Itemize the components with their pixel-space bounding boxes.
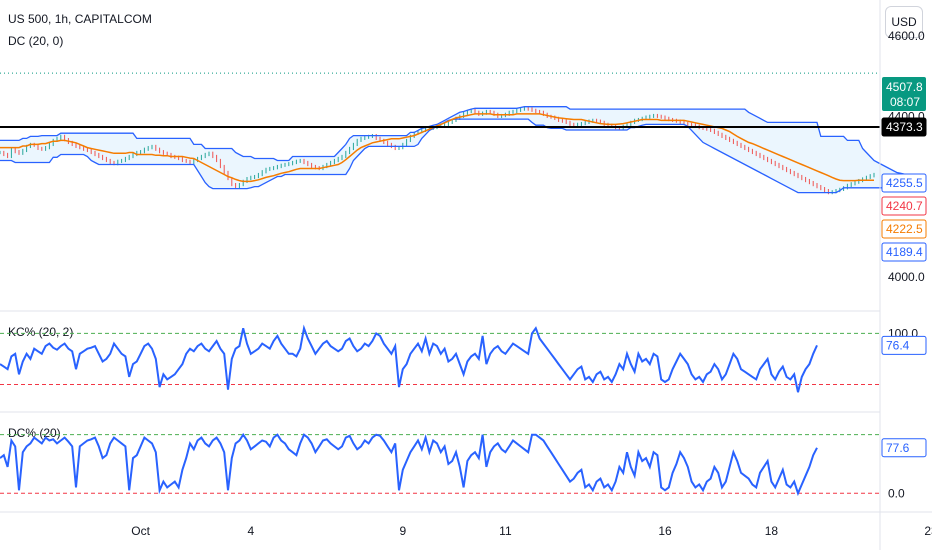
dc-pane[interactable]: [0, 432, 880, 497]
middle-band-badge-bg: [881, 196, 927, 216]
price-tick-label: 4600.0: [888, 29, 925, 43]
upper-band-badge: 4255.5: [881, 173, 927, 193]
hline-badge-bg: [881, 117, 927, 137]
middle-band-badge: 4240.7: [881, 196, 927, 216]
time-tick-label: 16: [658, 524, 672, 538]
lower-band-badge-bg: [881, 242, 927, 262]
last-price-value: 4507.8: [886, 80, 923, 94]
kc-value-badge-text: 76.4: [886, 338, 910, 352]
currency-button[interactable]: USD: [885, 6, 923, 38]
dc-value-badge-text: 77.6: [886, 441, 910, 455]
kc-value-badge: 76.4: [881, 335, 927, 355]
price-tick-label: 4000.0: [888, 270, 925, 284]
time-tick-label: Oct: [131, 524, 150, 538]
middle-band-badge-text: 4240.7: [886, 199, 923, 213]
dc-percent-line: [0, 432, 818, 497]
kc-pane[interactable]: [0, 324, 880, 393]
kc-indicator-legend[interactable]: KC% (20, 2): [8, 325, 74, 339]
dcp-indicator-legend[interactable]: DC% (20): [8, 426, 61, 440]
time-tick-label: 11: [499, 524, 512, 538]
lower-band-badge-text: 4189.4: [886, 245, 923, 259]
lower-band-badge: 4189.4: [881, 242, 927, 262]
lower-upper-badge: 4222.5: [881, 219, 927, 239]
dc-value-badge: 77.6: [881, 438, 927, 458]
dc-tick-label: 0.0: [888, 486, 905, 500]
upper-band-badge-text: 4255.5: [886, 176, 923, 190]
dc-indicator-legend[interactable]: DC (20, 0): [8, 34, 64, 48]
upper-band-line: [0, 106, 916, 176]
channel-fill: [0, 106, 916, 193]
kc-value-badge-bg: [881, 335, 927, 355]
main-pane[interactable]: [0, 72, 916, 195]
dc-value-badge-bg: [881, 438, 927, 458]
symbol-title[interactable]: US 500, 1h, CAPITALCOM: [8, 12, 152, 26]
hline-badge: 4373.3: [881, 117, 927, 137]
lower-upper-badge-bg: [881, 219, 927, 239]
time-tick-label: 9: [399, 524, 406, 538]
middle-band-line: [0, 113, 874, 183]
lower-upper-badge-text: 4222.5: [886, 222, 923, 236]
kc-percent-line: [0, 324, 818, 393]
countdown-value: 08:07: [890, 95, 920, 109]
time-tick-label: 23: [924, 524, 932, 538]
last-price-badge: 4507.808:07: [882, 77, 926, 111]
upper-band-badge-bg: [881, 173, 927, 193]
hline-badge-text: 4373.3: [886, 120, 923, 134]
last-price-badge-bg: [882, 77, 926, 111]
time-tick-label: 4: [247, 524, 254, 538]
time-tick-label: 18: [765, 524, 779, 538]
